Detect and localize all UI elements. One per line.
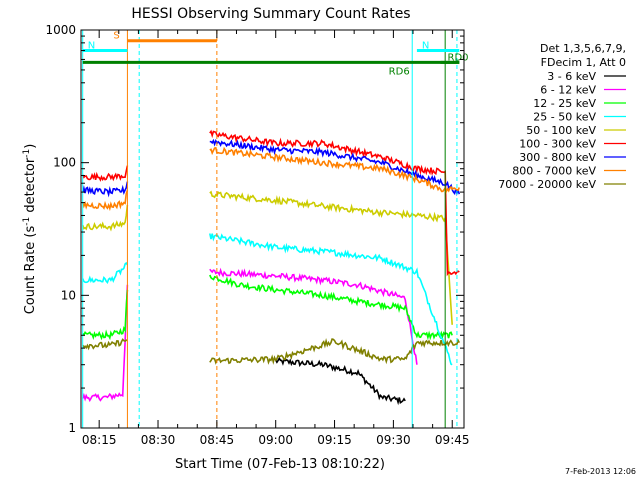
y-axis-label-sup2: -1 bbox=[22, 149, 32, 158]
x-tick-label-1: 08:30 bbox=[141, 433, 176, 447]
chart-title: HESSI Observing Summary Count Rates bbox=[131, 6, 410, 22]
flag-label-3: RD6 bbox=[389, 66, 410, 77]
flag-label-4: RD0 bbox=[448, 52, 469, 63]
y-axis-label-main: Count Rate (s bbox=[23, 226, 38, 315]
legend-header-line-2: FDecim 1, Att 0 bbox=[541, 56, 626, 69]
y-tick-label-2: 100 bbox=[53, 156, 76, 170]
legend-label-7: 800 - 7000 keV bbox=[512, 165, 596, 178]
legend-label-8: 7000 - 20000 keV bbox=[498, 178, 596, 191]
y-axis-label-sup1: -1 bbox=[22, 217, 32, 226]
y-axis-label-mid: detector bbox=[23, 157, 38, 217]
x-tick-label-5: 09:30 bbox=[376, 433, 411, 447]
x-tick-label-3: 09:00 bbox=[258, 433, 293, 447]
legend-header-line-1: Det 1,3,5,6,7,9, bbox=[540, 42, 626, 55]
series-7-segment-0 bbox=[81, 189, 129, 212]
legend-label-5: 100 - 300 keV bbox=[519, 138, 596, 151]
y-tick-label-0: 1 bbox=[68, 421, 76, 435]
legend: Det 1,3,5,6,7,9, FDecim 1, Att 0 3 - 6 k… bbox=[498, 42, 626, 191]
legend-label-4: 50 - 100 keV bbox=[526, 124, 596, 137]
series-6-segment-0 bbox=[81, 181, 129, 198]
x-axis-label: Start Time (07-Feb-13 08:10:22) bbox=[175, 457, 385, 472]
x-tick-label-6: 09:45 bbox=[435, 433, 470, 447]
legend-label-1: 6 - 12 keV bbox=[540, 84, 596, 97]
series-3-segment-0 bbox=[81, 261, 129, 285]
footer-timestamp: 7-Feb-2013 12:06 bbox=[565, 467, 636, 476]
series-1-segment-1 bbox=[209, 267, 418, 365]
series-2-segment-0 bbox=[82, 289, 129, 341]
series-5-segment-1 bbox=[209, 129, 460, 277]
y-tick-label-1: 10 bbox=[61, 288, 76, 302]
flag-label-0: S bbox=[113, 31, 119, 42]
flag-label-2: N bbox=[422, 41, 429, 52]
x-tick-label-0: 08:15 bbox=[82, 433, 117, 447]
flag-label-1: N bbox=[88, 41, 95, 52]
series-8-segment-1 bbox=[209, 337, 461, 365]
y-tick-label-3: 1000 bbox=[45, 23, 76, 37]
series-4-segment-0 bbox=[81, 204, 129, 232]
series-6-segment-1 bbox=[209, 138, 461, 197]
plot-frame bbox=[80, 29, 465, 429]
legend-label-6: 300 - 800 keV bbox=[519, 151, 596, 164]
series-1-segment-0 bbox=[81, 284, 129, 403]
series-7-segment-1 bbox=[209, 146, 461, 194]
series-3-segment-1 bbox=[209, 233, 453, 366]
series-5-segment-0 bbox=[81, 165, 129, 182]
y-axis-label: Count Rate (s-1 detector-1) bbox=[22, 144, 38, 315]
x-tick-label-4: 09:15 bbox=[317, 433, 352, 447]
x-tick-label-2: 08:45 bbox=[200, 433, 235, 447]
series-0-segment-0 bbox=[275, 356, 406, 406]
y-axis-label-end: ) bbox=[23, 144, 38, 149]
legend-label-0: 3 - 6 keV bbox=[547, 70, 596, 83]
series-8-segment-0 bbox=[82, 338, 128, 351]
legend-label-2: 12 - 25 keV bbox=[533, 97, 596, 110]
legend-label-3: 25 - 50 keV bbox=[533, 111, 596, 124]
